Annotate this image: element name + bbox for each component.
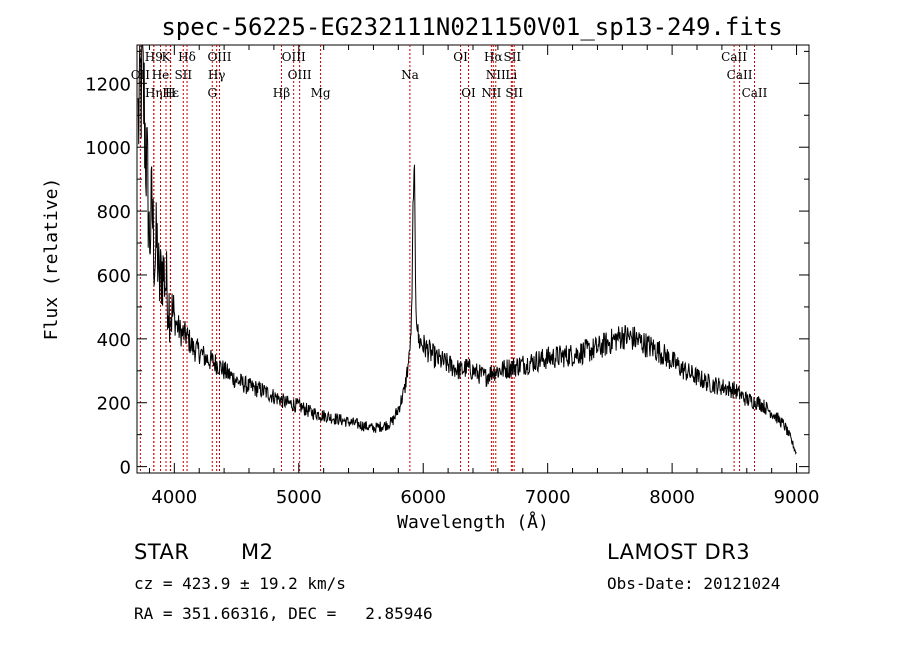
- y-tick-label: 0: [120, 458, 131, 479]
- survey-name: LAMOST DR3: [607, 540, 751, 564]
- x-axis-label: Wavelength (Å): [397, 511, 549, 533]
- plot-frame: [136, 44, 810, 474]
- x-tick-label: 6000: [400, 487, 446, 508]
- y-tick-label: 800: [97, 202, 131, 223]
- coordinates: RA = 351.66316, DEC = 2.85946: [134, 604, 433, 623]
- spectral-line-label: He: [152, 68, 170, 82]
- object-subclass: M2: [241, 540, 274, 564]
- spectral-line-label: SII: [505, 86, 523, 100]
- y-tick-label: 200: [97, 394, 131, 415]
- spectral-line-label: G: [207, 86, 217, 100]
- spectral-line-label: Hα: [484, 50, 503, 64]
- spectral-line-label: SII: [503, 50, 521, 64]
- spectral-line-label: Hδ: [178, 50, 196, 64]
- spectrum-series: [137, 45, 797, 455]
- y-tick-label: 600: [97, 266, 131, 287]
- y-tick-label: 1000: [85, 138, 131, 159]
- spectral-line-markers: [139, 45, 755, 473]
- x-tick-label: 4000: [151, 487, 197, 508]
- spectral-line-label: NII: [481, 86, 501, 100]
- spectral-line-label: CaII: [727, 68, 753, 82]
- spectral-line-label: OI: [453, 50, 468, 64]
- spectral-line-label: NII: [486, 68, 506, 82]
- spectral-line-label: CaII: [742, 86, 768, 100]
- obs-date: Obs-Date: 20121024: [607, 574, 781, 593]
- spectral-line-label: CaII: [721, 50, 747, 64]
- spectral-line-label: Hγ: [208, 68, 226, 82]
- y-tick-label: 400: [97, 330, 131, 351]
- redshift-readout: cz = 423.9 ± 19.2 km/s: [134, 574, 346, 593]
- spectral-line-label: H9: [145, 50, 163, 64]
- spectral-line-label: Na: [401, 68, 419, 82]
- x-axis: 4000 5000 6000 7000 8000 9000: [148, 45, 820, 508]
- spectral-line-label: Li: [505, 68, 517, 82]
- y-axis-label: Flux (relative): [41, 178, 62, 341]
- x-tick-label: 8000: [649, 487, 695, 508]
- x-tick-label: 7000: [525, 487, 571, 508]
- spectral-line-label: SII: [174, 68, 192, 82]
- spectral-line-label: Hβ: [273, 86, 290, 100]
- spectral-line-label: Mg: [311, 86, 331, 100]
- flux-line: [137, 45, 797, 455]
- spectral-line-label: H: [165, 86, 175, 100]
- x-tick-label: 9000: [774, 487, 820, 508]
- spectral-line-label: K: [162, 50, 172, 64]
- object-class: STAR: [134, 540, 190, 564]
- spectral-line-label: OI: [461, 86, 476, 100]
- spectral-line-label: OIII: [288, 68, 312, 82]
- spectral-line-label: OIII: [207, 50, 231, 64]
- y-axis: 0 200 400 600 800 1000 1200: [85, 50, 809, 479]
- x-tick-label: 5000: [276, 487, 322, 508]
- chart-title: spec-56225-EG232111N021150V01_sp13-249.f…: [161, 13, 782, 41]
- spectral-line-label: Hη: [145, 86, 163, 100]
- y-tick-label: 1200: [85, 74, 131, 95]
- spectral-line-label: OIII: [282, 50, 306, 64]
- spectral-line-label: Hε: [162, 86, 179, 100]
